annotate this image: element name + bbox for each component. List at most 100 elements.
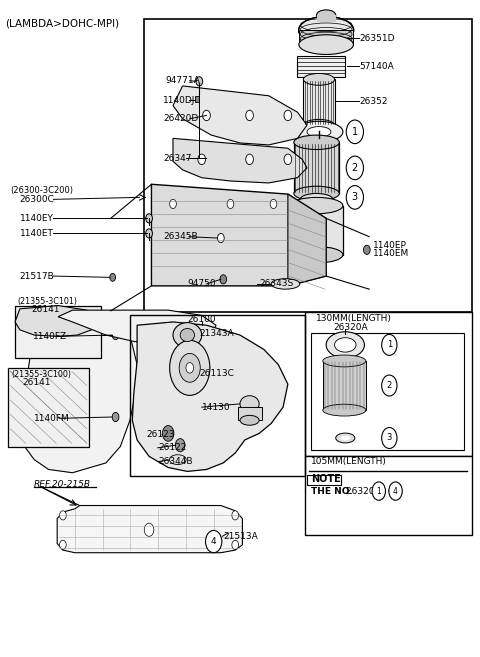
Circle shape [284, 110, 292, 121]
Ellipse shape [290, 197, 343, 214]
Polygon shape [57, 505, 242, 553]
Ellipse shape [240, 415, 259, 425]
Circle shape [232, 510, 239, 520]
Text: 26420D: 26420D [163, 114, 199, 124]
Ellipse shape [326, 332, 364, 358]
Text: 26343S: 26343S [259, 279, 293, 288]
Ellipse shape [180, 328, 194, 342]
Bar [238, 407, 262, 420]
Bar [311, 333, 464, 450]
Text: 26113C: 26113C [199, 369, 234, 378]
Text: 4: 4 [393, 487, 398, 495]
Bar [317, 15, 336, 22]
Circle shape [363, 245, 370, 254]
Polygon shape [15, 306, 96, 336]
Ellipse shape [317, 10, 336, 20]
Circle shape [175, 439, 185, 452]
Ellipse shape [307, 252, 326, 258]
Text: NOTE: NOTE [311, 474, 341, 484]
Bar [15, 306, 101, 358]
Text: 26141: 26141 [22, 378, 51, 387]
Circle shape [389, 482, 402, 500]
Ellipse shape [303, 74, 335, 85]
Text: ~: ~ [386, 487, 394, 495]
Bar [305, 312, 472, 457]
Circle shape [217, 233, 224, 242]
Text: (LAMBDA>DOHC-MPI): (LAMBDA>DOHC-MPI) [5, 18, 120, 28]
Circle shape [346, 185, 363, 209]
Circle shape [372, 482, 385, 500]
Text: 26320A: 26320A [333, 323, 368, 332]
Ellipse shape [240, 396, 259, 412]
Polygon shape [173, 139, 307, 183]
Text: (26300-3C200): (26300-3C200) [10, 187, 73, 195]
Circle shape [382, 375, 397, 396]
Text: 21517B: 21517B [20, 271, 55, 281]
Polygon shape [20, 309, 140, 473]
Text: 1140DJ: 1140DJ [163, 96, 196, 105]
Text: 1140EY: 1140EY [20, 214, 54, 223]
Text: 1: 1 [387, 340, 392, 350]
Circle shape [146, 229, 153, 238]
Bar [323, 361, 366, 410]
Bar [298, 56, 345, 77]
Ellipse shape [173, 323, 202, 348]
Text: 130MM(LENGTH): 130MM(LENGTH) [316, 314, 392, 323]
Ellipse shape [294, 186, 339, 200]
Circle shape [146, 214, 153, 223]
Ellipse shape [295, 122, 343, 143]
Text: 94750: 94750 [187, 279, 216, 288]
Text: THE NO.: THE NO. [311, 487, 352, 495]
Circle shape [186, 363, 193, 373]
Circle shape [169, 199, 176, 208]
Ellipse shape [303, 120, 335, 131]
Ellipse shape [271, 279, 300, 289]
Circle shape [270, 199, 277, 208]
Bar [290, 206, 343, 255]
Circle shape [162, 426, 174, 442]
Text: 2: 2 [352, 163, 358, 173]
Polygon shape [173, 86, 307, 145]
Circle shape [246, 110, 253, 121]
Bar [303, 79, 335, 125]
Text: 14130: 14130 [202, 403, 230, 412]
Ellipse shape [315, 136, 323, 141]
Text: 1: 1 [352, 127, 358, 137]
Text: 57140A: 57140A [360, 62, 395, 71]
Circle shape [179, 353, 200, 382]
Polygon shape [288, 194, 326, 286]
Circle shape [382, 334, 397, 355]
Ellipse shape [323, 355, 366, 367]
Bar [305, 457, 472, 535]
Ellipse shape [294, 135, 339, 150]
Text: 26347: 26347 [163, 154, 192, 162]
Circle shape [110, 273, 116, 281]
Polygon shape [152, 184, 326, 286]
Circle shape [227, 199, 234, 208]
Text: 26352: 26352 [360, 97, 388, 106]
Text: REF.20-215B: REF.20-215B [34, 480, 91, 489]
Bar [144, 19, 472, 312]
Circle shape [60, 540, 66, 549]
Text: 1140FZ: 1140FZ [33, 332, 67, 341]
Circle shape [144, 523, 154, 536]
Text: 1140EM: 1140EM [372, 249, 409, 258]
Circle shape [220, 275, 227, 284]
Circle shape [382, 428, 397, 449]
Text: 1140EP: 1140EP [372, 240, 407, 250]
Ellipse shape [169, 455, 186, 464]
Circle shape [205, 530, 222, 553]
Circle shape [196, 77, 203, 86]
Circle shape [232, 540, 239, 549]
Text: 21343A: 21343A [199, 328, 234, 338]
Text: 26300C: 26300C [20, 195, 55, 204]
Polygon shape [132, 322, 288, 472]
Circle shape [346, 156, 363, 179]
Circle shape [169, 340, 210, 396]
Text: 26122: 26122 [158, 443, 187, 452]
Circle shape [112, 413, 119, 422]
Bar [299, 30, 353, 45]
Text: 105MM(LENGTH): 105MM(LENGTH) [311, 457, 387, 466]
Ellipse shape [299, 16, 354, 44]
Bar [194, 96, 199, 102]
